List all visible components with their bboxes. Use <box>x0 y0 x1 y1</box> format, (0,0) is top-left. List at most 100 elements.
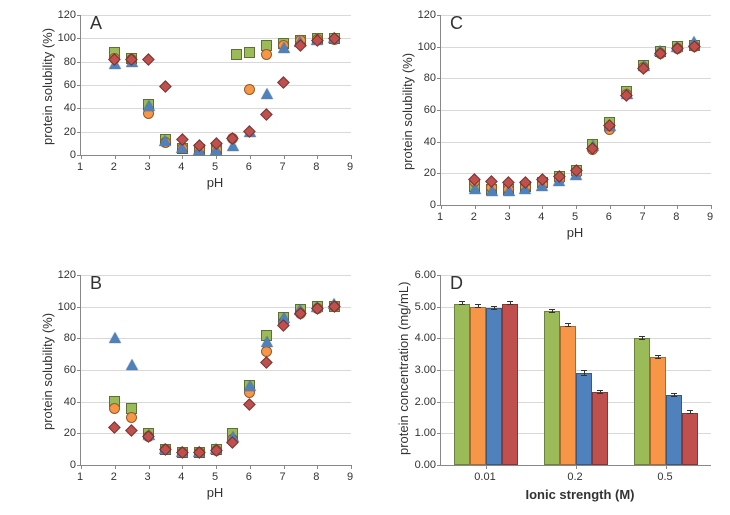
plot-area <box>440 15 711 206</box>
marker-diamond <box>260 108 272 120</box>
error-cap <box>475 304 481 305</box>
ytick-label: 6.00 <box>406 269 436 281</box>
xtick-label: 6 <box>243 161 255 173</box>
xtick-label: 4 <box>535 211 547 223</box>
xlabel: pH <box>200 485 230 500</box>
error-cap <box>459 301 465 302</box>
marker-circle <box>126 412 137 423</box>
marker-triangle <box>109 332 121 343</box>
panel-label: B <box>90 273 102 294</box>
tick-y <box>77 132 81 133</box>
bar <box>592 392 608 465</box>
tick-y <box>437 142 441 143</box>
marker-triangle <box>244 380 256 391</box>
xtick-label: 1 <box>74 471 86 483</box>
gridline <box>441 110 711 111</box>
tick-y <box>437 78 441 79</box>
xtick-label: 8 <box>670 211 682 223</box>
bar <box>560 326 576 465</box>
xtick-label: 3 <box>502 211 514 223</box>
tick-y <box>77 338 81 339</box>
tick-x <box>317 155 318 159</box>
tick-y <box>437 433 441 434</box>
tick-x <box>677 205 678 209</box>
tick-y <box>77 370 81 371</box>
marker-circle <box>261 49 272 60</box>
gridline <box>81 338 351 339</box>
bar <box>666 395 682 465</box>
ytick-label: 120 <box>50 9 76 21</box>
tick-y <box>77 62 81 63</box>
tick-x <box>216 465 217 469</box>
tick-x <box>317 465 318 469</box>
xtick-label: 4 <box>175 161 187 173</box>
xtick-label: 2 <box>108 161 120 173</box>
bar <box>454 304 470 466</box>
xtick-label: 6 <box>603 211 615 223</box>
xtick-label: 2 <box>108 471 120 483</box>
figure-root: 020406080100120123456789protein solubili… <box>0 0 730 515</box>
error-cap <box>671 393 677 394</box>
error-cap <box>597 393 603 394</box>
tick-y <box>77 85 81 86</box>
bar <box>470 307 486 465</box>
xtick-label: 3 <box>142 161 154 173</box>
tick-x <box>351 155 352 159</box>
tick-x <box>284 465 285 469</box>
xtick-label: 5 <box>209 161 221 173</box>
bar <box>634 338 650 465</box>
tick-y <box>77 275 81 276</box>
error-cap <box>491 306 497 307</box>
tick-y <box>437 15 441 16</box>
tick-y <box>437 338 441 339</box>
gridline <box>81 62 351 63</box>
marker-triangle <box>261 336 273 347</box>
xtick-label: 4 <box>175 471 187 483</box>
error-cap <box>687 410 693 411</box>
gridline <box>441 78 711 79</box>
tick-y <box>437 370 441 371</box>
tick-x <box>644 205 645 209</box>
bar <box>650 357 666 465</box>
xtick-label: 0.2 <box>555 471 595 483</box>
plot-area <box>80 15 351 156</box>
ylabel: protein solubility (%) <box>40 313 55 430</box>
ytick-label: 0.00 <box>406 459 436 471</box>
xtick-label: 7 <box>277 471 289 483</box>
gridline <box>81 15 351 16</box>
error-cap <box>549 309 555 310</box>
xtick-label: 9 <box>344 471 356 483</box>
xtick-label: 5 <box>209 471 221 483</box>
tick-y <box>437 465 441 466</box>
panel-label: D <box>450 273 463 294</box>
error-cap <box>475 307 481 308</box>
tick-x <box>486 465 487 469</box>
marker-triangle <box>126 359 138 370</box>
tick-x <box>216 155 217 159</box>
tick-y <box>437 402 441 403</box>
tick-y <box>77 15 81 16</box>
gridline <box>81 433 351 434</box>
marker-circle <box>244 84 255 95</box>
tick-x <box>250 465 251 469</box>
tick-x <box>284 155 285 159</box>
panel-label: C <box>450 13 463 34</box>
tick-x <box>576 465 577 469</box>
bar <box>502 304 518 466</box>
bar <box>486 308 502 465</box>
xtick-label: 9 <box>704 211 716 223</box>
bar <box>682 413 698 465</box>
ytick-label: 0 <box>50 459 76 471</box>
tick-x <box>81 155 82 159</box>
tick-y <box>77 307 81 308</box>
error-cap <box>565 323 571 324</box>
marker-triangle <box>261 88 273 99</box>
error-cap <box>491 309 497 310</box>
xtick-label: 5 <box>569 211 581 223</box>
xtick-label: 8 <box>310 161 322 173</box>
marker-diamond <box>277 76 289 88</box>
error-cap <box>671 396 677 397</box>
tick-x <box>149 465 150 469</box>
marker-diamond <box>244 399 256 411</box>
tick-x <box>711 205 712 209</box>
